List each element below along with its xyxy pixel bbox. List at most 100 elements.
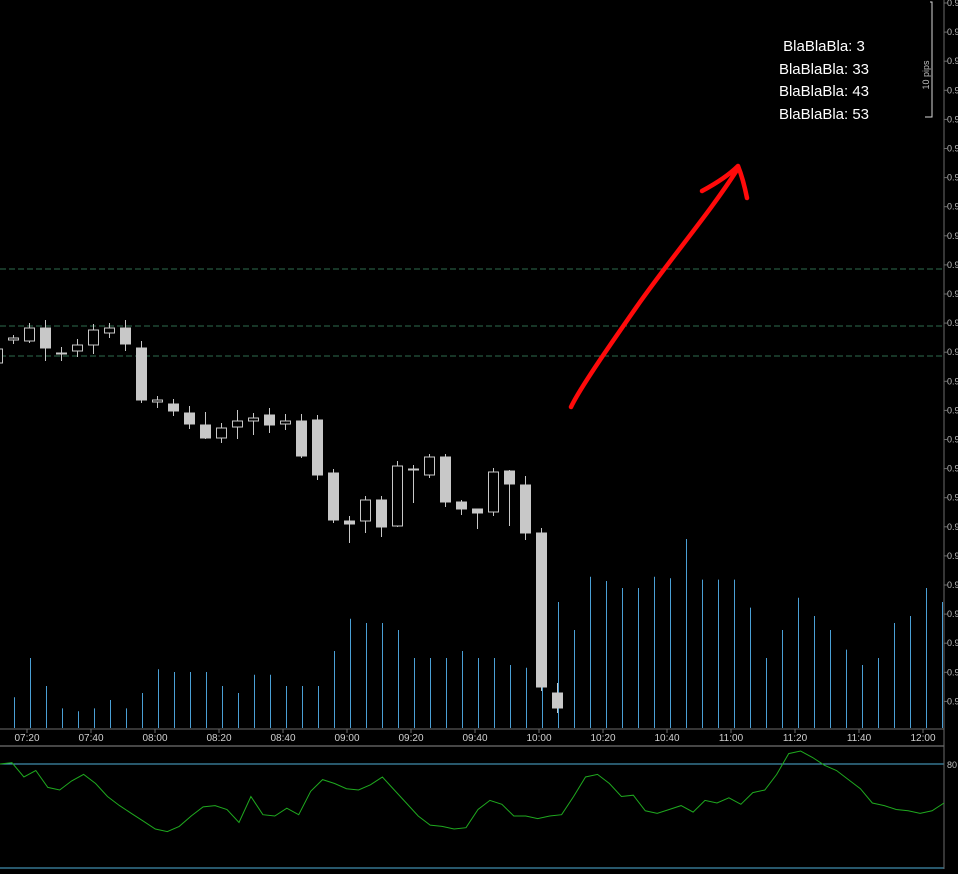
time-tick-label: 08:00 bbox=[142, 733, 167, 744]
annotation-line-1: BlaBlaBla: 3 bbox=[783, 38, 865, 55]
candle-body bbox=[504, 470, 515, 485]
price-tick-label: 0.9 bbox=[947, 376, 958, 386]
price-tick-label: 0.9 bbox=[947, 522, 958, 532]
candle bbox=[536, 528, 547, 691]
candle bbox=[504, 470, 515, 526]
candle bbox=[72, 339, 83, 357]
candle-body bbox=[152, 399, 163, 403]
candle-body bbox=[536, 532, 547, 688]
pips-bracket bbox=[925, 1, 933, 118]
candle bbox=[424, 454, 435, 478]
candle bbox=[264, 408, 275, 433]
price-tick-label: 0.9 bbox=[947, 580, 958, 590]
candle-body bbox=[488, 471, 499, 513]
candle-body bbox=[56, 352, 67, 355]
pips-scale: 10 pips bbox=[921, 1, 933, 118]
time-axis[interactable]: 07:20 07:40 08:00 08:20 08:40 09:00 09:20 09:40… bbox=[0, 728, 944, 744]
candle bbox=[456, 500, 467, 515]
candle-body bbox=[456, 501, 467, 510]
price-tick-label: 0.9 bbox=[947, 667, 958, 677]
pips-label: 10 pips bbox=[921, 60, 931, 90]
candle bbox=[552, 683, 563, 713]
candle-body bbox=[216, 427, 227, 439]
annotation-line-2: BlaBlaBla: 33 bbox=[778, 60, 870, 78]
candle-body bbox=[520, 484, 531, 534]
candle-body bbox=[328, 472, 339, 521]
price-tick-label: 0.9 bbox=[947, 27, 958, 37]
time-tick-label: 09:00 bbox=[334, 733, 359, 744]
candle-body bbox=[248, 417, 259, 422]
candle-body bbox=[8, 337, 19, 341]
price-tick-label: 0.9 bbox=[947, 289, 958, 299]
price-tick-label: 0.9 bbox=[947, 56, 958, 66]
candle-body bbox=[552, 692, 563, 709]
candle-body bbox=[360, 499, 371, 522]
candle bbox=[296, 414, 307, 458]
candle bbox=[472, 508, 483, 529]
candle-body bbox=[88, 329, 99, 346]
price-tick-label: 0.9 bbox=[947, 696, 958, 706]
price-tick-label: 0.9 bbox=[947, 114, 958, 124]
candle-body bbox=[440, 456, 451, 503]
candle-body bbox=[296, 420, 307, 457]
candle-body bbox=[280, 420, 291, 425]
price-tick-label: 0.9 bbox=[947, 551, 958, 561]
candle bbox=[24, 323, 35, 343]
price-tick-label: 0.9 bbox=[947, 638, 958, 648]
candle bbox=[152, 396, 163, 408]
price-axis[interactable]: 0.9 0.9 0.9 0.9 0.9 0.9 0.9 0.9 0.9 0.9 0.9 0.9 0.9 0… bbox=[944, 0, 958, 706]
time-tick-label: 07:20 bbox=[14, 733, 39, 744]
candle-body bbox=[264, 414, 275, 426]
candle-body bbox=[472, 508, 483, 514]
time-tick-label: 08:20 bbox=[206, 733, 231, 744]
candle-body bbox=[120, 327, 131, 345]
candle bbox=[488, 468, 499, 516]
candle bbox=[440, 454, 451, 507]
candle-body bbox=[200, 424, 211, 439]
candle bbox=[408, 465, 419, 503]
candle-body bbox=[408, 468, 419, 471]
price-level-lines bbox=[0, 268, 944, 357]
annotation-line-3: BlaBlaBla: 43 bbox=[778, 83, 870, 100]
candle-body bbox=[424, 456, 435, 476]
candle bbox=[200, 412, 211, 439]
candle-body bbox=[184, 412, 195, 425]
time-tick-label: 11:20 bbox=[783, 733, 808, 744]
time-tick-label: 08:40 bbox=[270, 733, 295, 744]
candle bbox=[312, 415, 323, 480]
price-tick-label: 0.9 bbox=[947, 464, 958, 474]
candle-body bbox=[232, 420, 243, 428]
candle-body bbox=[392, 465, 403, 527]
price-tick-label: 0.9 bbox=[947, 260, 958, 270]
candle bbox=[56, 347, 67, 361]
candle-body bbox=[312, 419, 323, 476]
price-tick-label: 0.9 bbox=[947, 493, 958, 503]
time-tick-label: 11:00 bbox=[719, 733, 744, 744]
price-tick-label: 0.9 bbox=[947, 435, 958, 445]
time-tick-label: 10:20 bbox=[590, 733, 615, 744]
candle bbox=[120, 320, 131, 351]
candle-body bbox=[344, 520, 355, 525]
annotation-text-block: BlaBlaBla: 3 BlaBlaBla: 33 BlaBlaBla: 43… bbox=[760, 36, 888, 126]
candle bbox=[168, 399, 179, 416]
candle bbox=[216, 423, 227, 443]
time-tick-label: 12:00 bbox=[910, 733, 935, 744]
candle bbox=[344, 516, 355, 543]
candle-body bbox=[376, 499, 387, 528]
candle bbox=[184, 406, 195, 429]
candlesticks bbox=[0, 320, 563, 713]
price-tick-label: 0.9 bbox=[947, 231, 958, 241]
candle bbox=[520, 476, 531, 540]
time-tick-label: 07:40 bbox=[78, 733, 103, 744]
candle-body bbox=[40, 327, 51, 349]
oscillator-axis-label-80: 80 bbox=[947, 760, 957, 770]
red-arrow-annotation bbox=[568, 163, 750, 410]
time-tick-label: 09:40 bbox=[462, 733, 487, 744]
price-tick-label: 0.9 bbox=[947, 0, 958, 8]
candle bbox=[328, 469, 339, 523]
candle bbox=[104, 323, 115, 338]
candle-body bbox=[24, 327, 35, 342]
candle bbox=[248, 413, 259, 435]
